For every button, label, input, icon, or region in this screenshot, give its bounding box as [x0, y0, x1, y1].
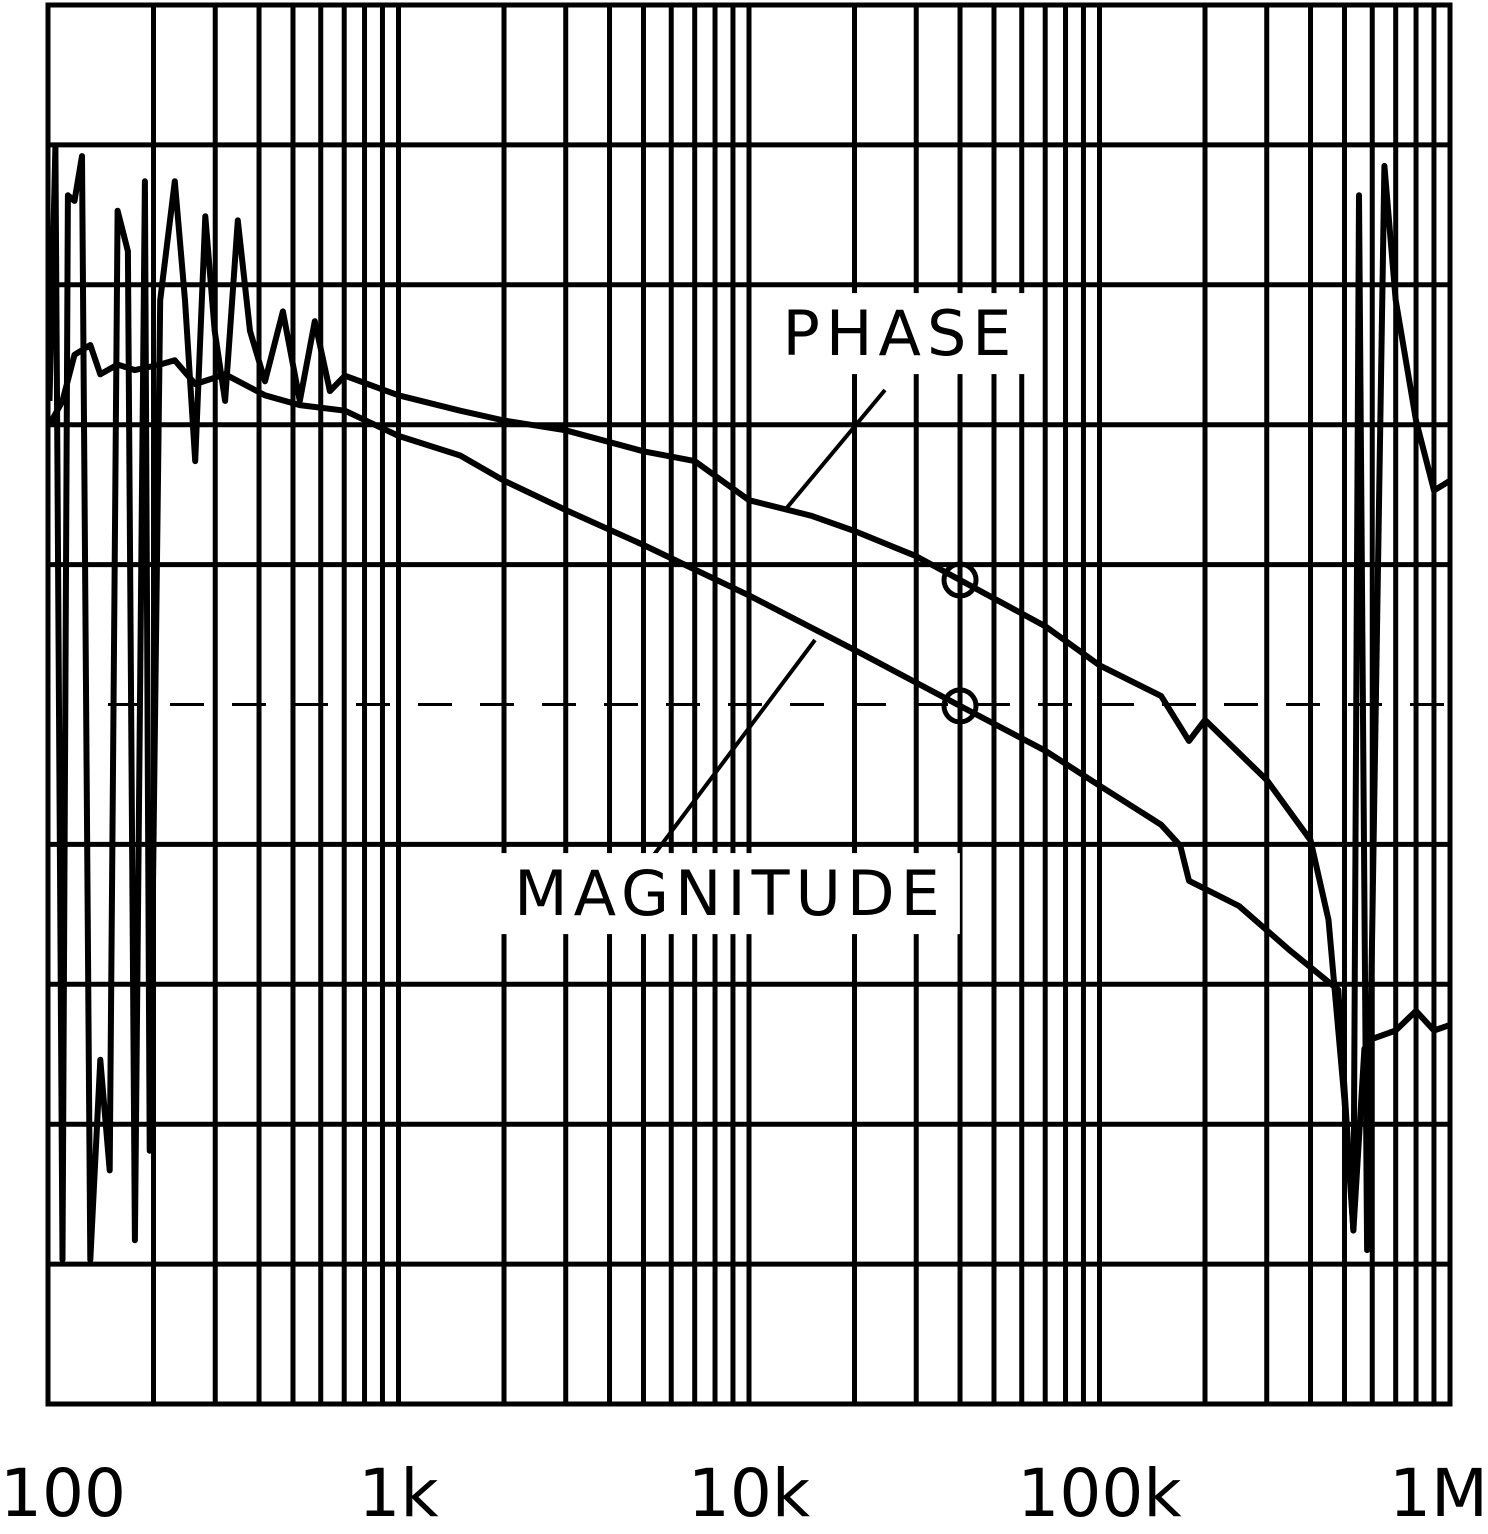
series-label: MAGNITUDE [514, 857, 946, 930]
plot-border [45, 2, 1453, 1407]
leader-line [783, 388, 887, 512]
marker [941, 561, 979, 599]
marker [941, 687, 979, 725]
series-label: PHASE [783, 297, 1018, 370]
x-tick-label: 10k [688, 1455, 811, 1532]
series-line [46, 342, 1451, 1234]
label-box [768, 293, 1032, 375]
leader-line [633, 638, 817, 882]
x-tick-label: 1M [1389, 1455, 1488, 1532]
x-tick-label: 100 [0, 1455, 126, 1532]
series-line [46, 143, 1452, 1263]
x-tick-label: 1k [358, 1455, 439, 1532]
label-box [500, 853, 960, 935]
x-tick-label: 100k [1017, 1455, 1182, 1532]
